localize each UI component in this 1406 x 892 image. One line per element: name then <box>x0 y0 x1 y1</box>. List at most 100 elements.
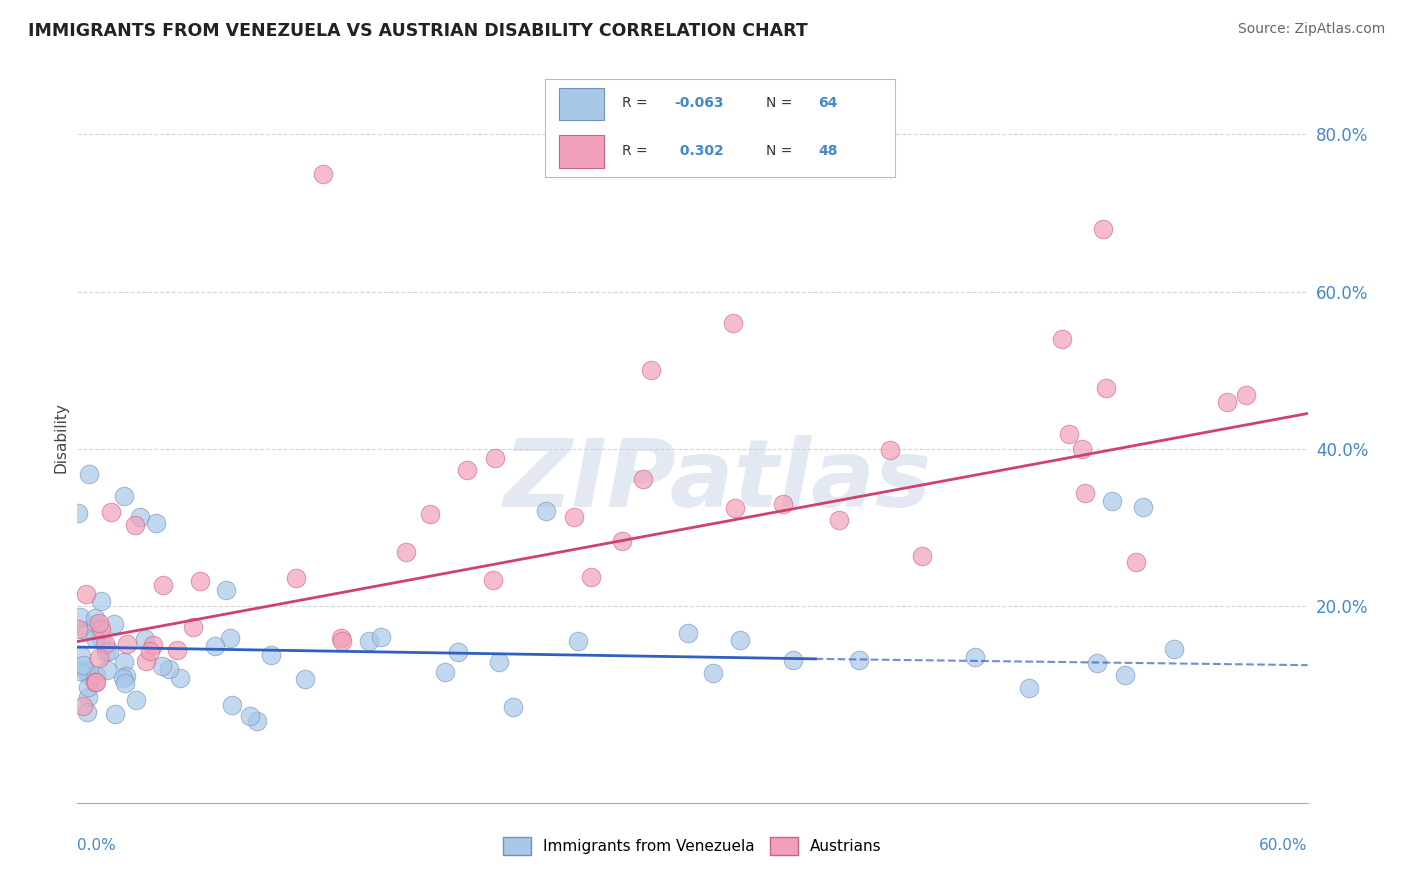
Point <box>84 616 107 631</box>
Text: 60.0%: 60.0% <box>1260 838 1308 854</box>
Point <box>150 658 173 673</box>
Point <box>370 630 392 644</box>
Point <box>115 669 138 683</box>
Point <box>1132 500 1154 514</box>
Point <box>96 663 118 677</box>
Point <box>215 583 238 598</box>
Point <box>87 615 110 630</box>
Point <box>112 671 135 685</box>
Point <box>72 658 94 673</box>
Point <box>221 698 243 712</box>
Point <box>97 643 120 657</box>
Point <box>114 675 136 690</box>
Point <box>93 637 115 651</box>
Point <box>69 649 91 664</box>
Point <box>75 664 97 678</box>
Point <box>1095 380 1118 394</box>
Point <box>169 672 191 686</box>
Point <box>166 642 188 657</box>
Point <box>84 611 107 625</box>
Point <box>112 655 135 669</box>
Point <box>772 497 794 511</box>
Point <box>134 632 156 647</box>
Point <box>395 545 418 559</box>
Point <box>103 616 125 631</box>
Point <box>90 594 112 608</box>
Point <box>87 651 110 665</box>
Point <box>562 510 585 524</box>
Point <box>534 504 557 518</box>
Point <box>115 637 138 651</box>
Point <box>104 707 127 722</box>
Point <box>1125 555 1147 569</box>
Point <box>100 505 122 519</box>
Point <box>66 622 89 636</box>
Point <box>484 451 506 466</box>
Point <box>567 634 589 648</box>
Text: ZIPatlas: ZIPatlas <box>503 435 931 527</box>
Point <box>285 571 308 585</box>
Point <box>84 668 107 682</box>
Point <box>1057 427 1080 442</box>
Point <box>419 507 441 521</box>
Point <box>75 623 97 637</box>
Point <box>359 634 381 648</box>
Point <box>1163 642 1185 657</box>
Point <box>1234 388 1257 402</box>
Point <box>129 510 152 524</box>
Point <box>69 665 91 679</box>
Point <box>76 680 98 694</box>
Point <box>76 690 98 704</box>
Point <box>259 648 281 662</box>
Point <box>239 708 262 723</box>
Point <box>294 672 316 686</box>
Point <box>72 698 94 713</box>
Point <box>782 653 804 667</box>
Point <box>447 645 470 659</box>
Point <box>879 443 901 458</box>
Point <box>84 674 107 689</box>
Point <box>79 669 101 683</box>
Point <box>145 516 167 531</box>
Point <box>676 626 699 640</box>
Point <box>84 674 107 689</box>
Point <box>90 632 112 646</box>
Point <box>188 574 211 588</box>
Point <box>482 573 505 587</box>
Point <box>330 633 353 648</box>
Point <box>90 622 112 636</box>
Legend: Immigrants from Venezuela, Austrians: Immigrants from Venezuela, Austrians <box>498 831 887 861</box>
Point <box>330 631 353 645</box>
Point <box>84 631 107 645</box>
Point <box>125 692 148 706</box>
Point <box>724 500 747 515</box>
Point <box>702 666 724 681</box>
Point <box>135 654 157 668</box>
Point <box>152 577 174 591</box>
Point <box>67 506 90 520</box>
Point <box>1050 332 1073 346</box>
Point <box>910 549 932 563</box>
Point <box>848 653 870 667</box>
Point <box>183 619 205 633</box>
Point <box>124 518 146 533</box>
Point <box>456 463 478 477</box>
Point <box>157 662 180 676</box>
Point <box>828 513 851 527</box>
Point <box>1018 681 1040 695</box>
Point <box>142 638 165 652</box>
Point <box>139 644 162 658</box>
Point <box>610 534 633 549</box>
Point <box>633 472 655 486</box>
Point <box>1074 486 1097 500</box>
Point <box>114 489 136 503</box>
Point <box>218 631 240 645</box>
Point <box>76 705 98 719</box>
Point <box>312 167 335 181</box>
Point <box>488 655 510 669</box>
Point <box>1215 395 1237 409</box>
Point <box>730 633 752 648</box>
Point <box>1085 656 1108 670</box>
Point <box>75 587 97 601</box>
Text: IMMIGRANTS FROM VENEZUELA VS AUSTRIAN DISABILITY CORRELATION CHART: IMMIGRANTS FROM VENEZUELA VS AUSTRIAN DI… <box>28 22 808 40</box>
